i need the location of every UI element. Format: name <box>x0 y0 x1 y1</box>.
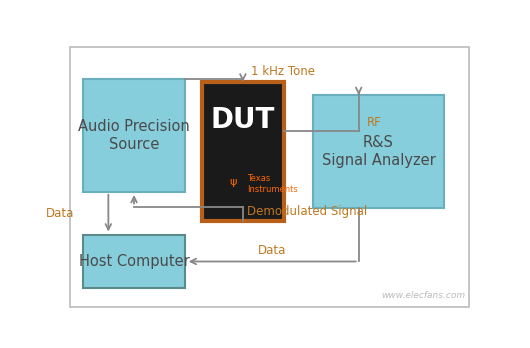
Text: RF: RF <box>367 116 382 129</box>
Text: Data: Data <box>46 207 74 220</box>
Text: DUT: DUT <box>211 105 275 134</box>
Bar <box>83 235 186 288</box>
Text: Demodulated Signal: Demodulated Signal <box>247 205 367 218</box>
Text: Host Computer: Host Computer <box>78 254 189 269</box>
Text: ψ: ψ <box>229 177 236 187</box>
Bar <box>83 79 186 192</box>
Text: R&S
Signal Analyzer: R&S Signal Analyzer <box>322 135 435 168</box>
Text: www.elecfans.com: www.elecfans.com <box>382 291 466 300</box>
Text: Data: Data <box>258 244 286 257</box>
Text: 1 kHz Tone: 1 kHz Tone <box>251 65 315 78</box>
Text: Instruments: Instruments <box>247 185 298 194</box>
Text: Texas: Texas <box>247 174 270 183</box>
Bar <box>313 95 444 208</box>
Bar <box>202 82 284 221</box>
Text: Audio Precision
Source: Audio Precision Source <box>78 119 190 152</box>
